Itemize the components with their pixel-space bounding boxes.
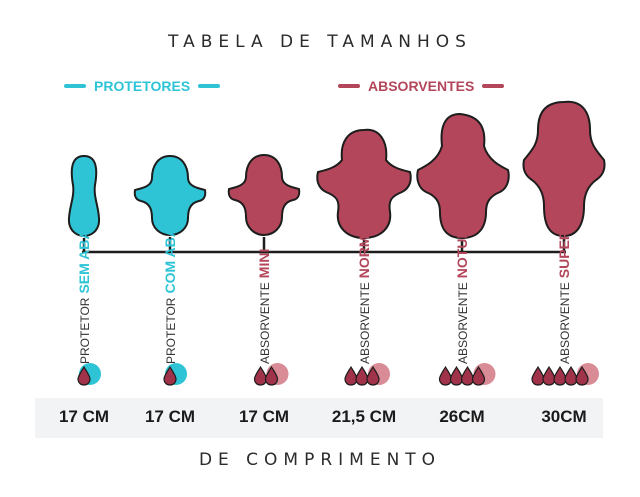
drop-icon [564,365,578,386]
dash-left [64,84,86,88]
drop-icon [553,365,567,386]
category-protetores: PROTETORES [64,78,221,94]
label-com-abas: PROTETOR COM ABAS [160,218,180,364]
label-prefix: PROTETOR [78,297,92,364]
drop-icon [438,365,453,386]
label-super: ABSORVENTE SUPER [554,230,574,364]
size-noturno: 26CM [439,407,485,426]
size-band [35,398,603,438]
drop-icon [575,365,589,386]
drop-icon [264,365,279,386]
size-mini: 17 CM [238,407,290,426]
category-absorventes-label: ABSORVENTES [368,78,475,94]
drops-group [77,363,599,386]
size-com-abas: 17 CM [144,407,196,426]
footer-title: DE COMPRIMENTO [198,450,442,470]
drop-icon [163,365,177,386]
category-absorventes: ABSORVENTES [338,78,505,94]
drop-icon [344,365,358,386]
pad-sem-abas-icon [67,155,101,237]
dash-left [338,84,360,88]
label-prefix: ABSORVENTE [558,282,572,364]
pad-normal-icon [316,128,412,239]
drop-icon [460,365,475,386]
drop-icon [531,365,545,386]
label-mini: ABSORVENTE MINI [254,244,274,364]
label-name: MINI [256,248,272,279]
drop-icon [77,365,91,386]
pad-super-icon [522,100,606,237]
label-noturno: ABSORVENTE NOTURNO [452,207,472,364]
dash-right [482,84,505,88]
label-prefix: ABSORVENTE [258,282,272,364]
drop-icon [449,365,464,386]
size-super: 30CM [541,407,587,426]
label-prefix: PROTETOR [164,297,178,364]
drop-icon [366,365,380,386]
label-prefix: ABSORVENTE [456,282,470,364]
page-title: TABELA DE TAMANHOS [168,32,472,52]
size-sem-abas: 17 CM [58,407,110,426]
label-name: SUPER [556,229,572,279]
pad-com-abas-icon [133,155,207,236]
size-normal: 21,5 CM [331,407,397,426]
dash-right [198,84,221,88]
pad-mini-icon [227,154,301,236]
drop-icon [471,365,486,386]
category-protetores-label: PROTETORES [94,78,191,94]
label-name: COM ABAS [162,217,178,294]
label-name: SEM ABAS [76,220,92,294]
label-name: NORMAL [356,216,372,279]
drop-icon [253,365,268,386]
label-name: NOTURNO [454,207,470,279]
drop-icon [542,365,556,386]
label-normal: ABSORVENTE NORMAL [354,217,374,364]
drop-icon [355,365,369,386]
label-prefix: ABSORVENTE [358,282,372,364]
connector-bracket [82,237,566,254]
pad-noturno-icon [416,113,510,239]
label-sem-abas: PROTETOR SEM ABAS [74,220,94,364]
